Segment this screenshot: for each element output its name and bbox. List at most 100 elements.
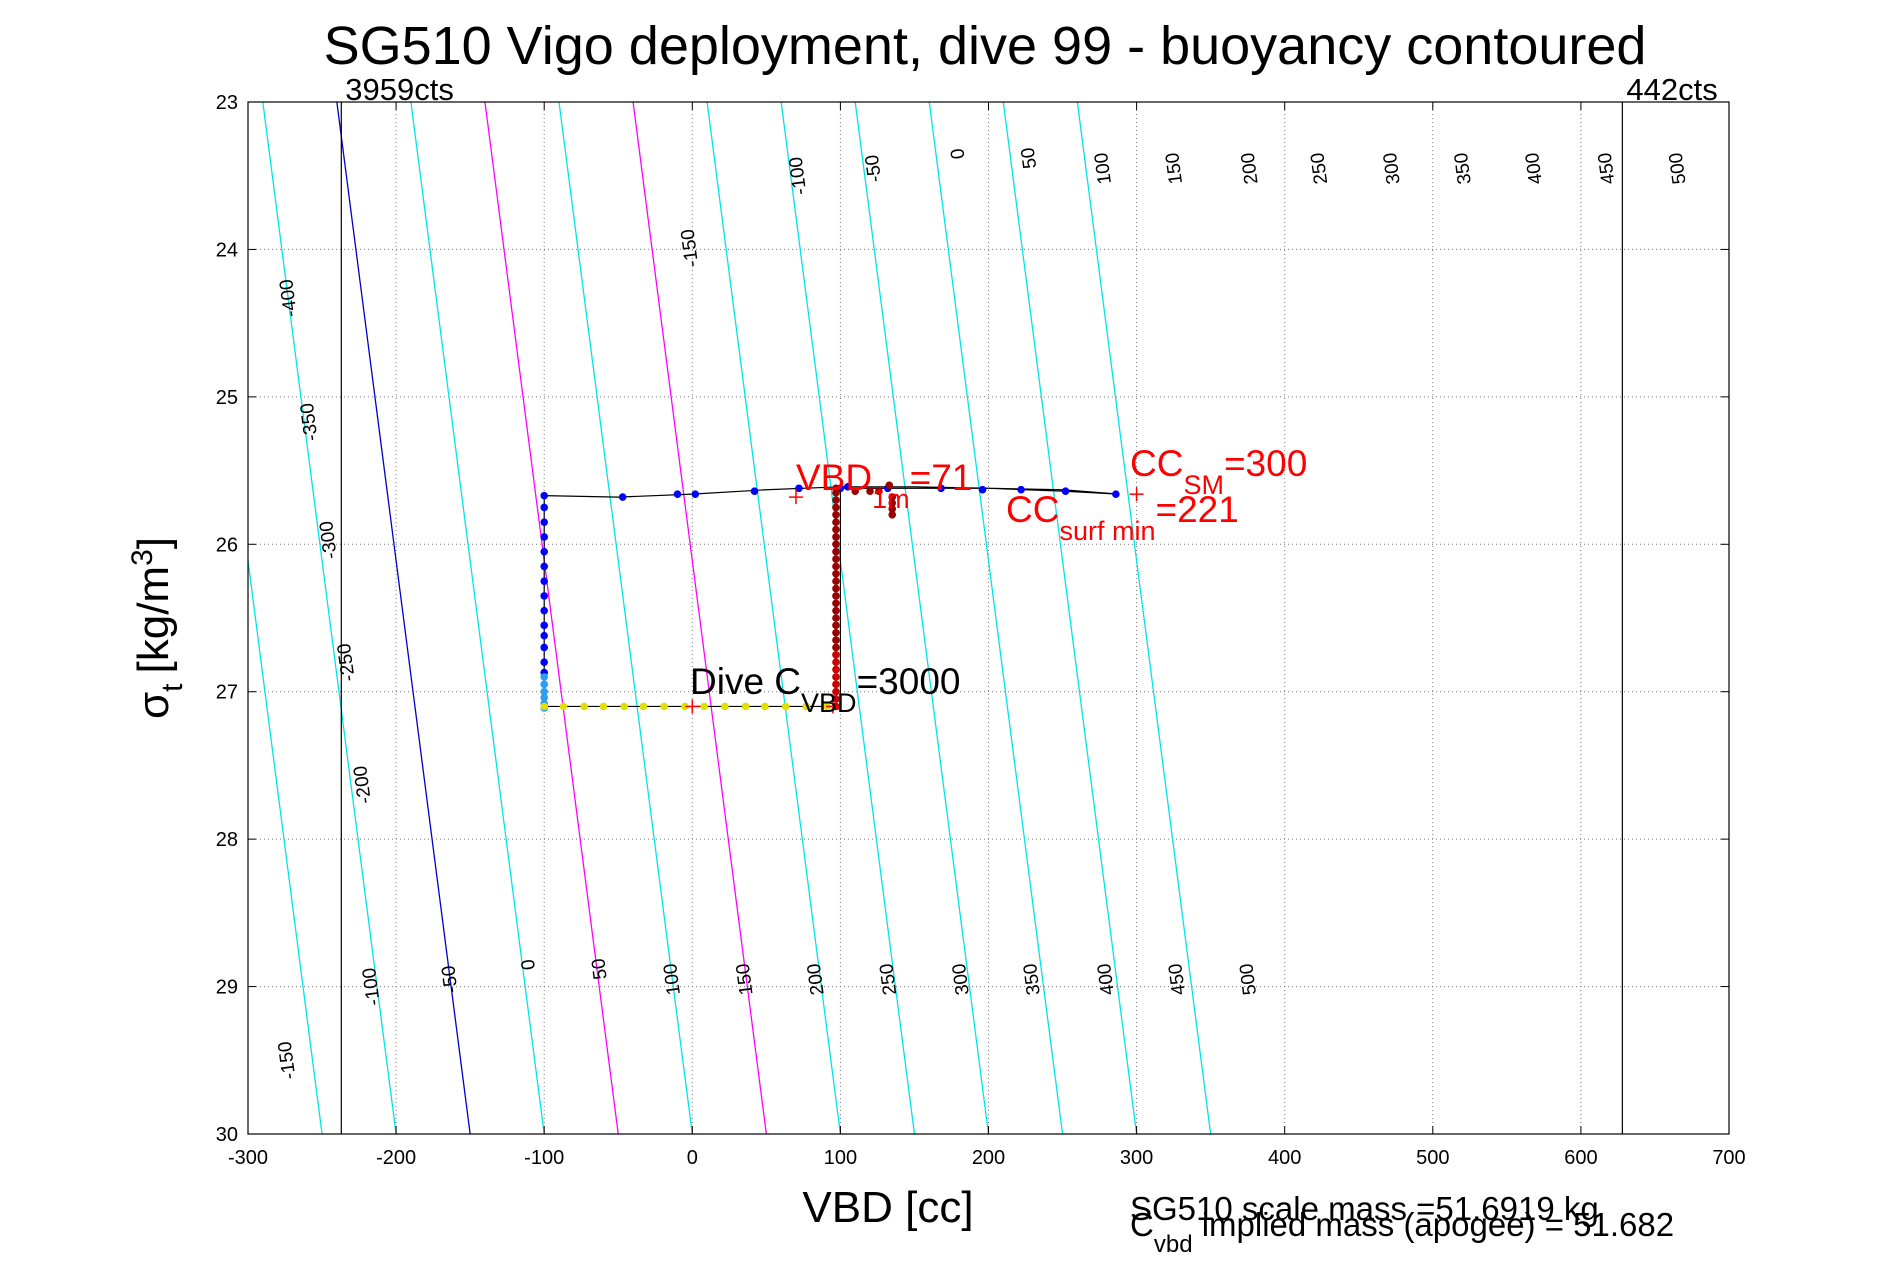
dive-point bbox=[832, 599, 840, 608]
dive-point bbox=[559, 702, 568, 711]
y-tick-label: 23 bbox=[216, 92, 238, 114]
count-limit-lines bbox=[340, 102, 1623, 1134]
dive-point bbox=[832, 525, 840, 534]
dive-point bbox=[832, 695, 840, 703]
grid bbox=[248, 102, 1729, 1134]
annotation-dive-cvbd: Dive CVBD=3000 bbox=[690, 661, 960, 718]
x-ticks: -300 -200 -100 0 100 200 300 400 500 600 700 bbox=[228, 102, 1746, 1169]
dive-point bbox=[1112, 490, 1120, 498]
contour-label: 300 bbox=[949, 962, 974, 996]
dive-point bbox=[832, 569, 840, 578]
annotation-cc-sm: CCSM=300 bbox=[1130, 443, 1307, 500]
dive-point bbox=[660, 702, 668, 711]
contour-line bbox=[1076, 102, 1212, 1134]
dive-point bbox=[832, 511, 840, 519]
dive-point bbox=[540, 680, 548, 689]
contour-label: -300 bbox=[316, 520, 342, 560]
contour-labels: -400 -350 -300 -250 -200 -150 -100 -50 0 50 100 150… bbox=[275, 146, 1691, 1080]
dive-point bbox=[1061, 487, 1070, 496]
dive-point bbox=[540, 547, 548, 556]
contour-label: 50 bbox=[1018, 146, 1042, 170]
dive-points bbox=[540, 481, 1120, 712]
dive-point bbox=[802, 702, 811, 711]
dive-point bbox=[832, 628, 840, 637]
y-tick-label: 24 bbox=[216, 239, 238, 261]
y-tick-label: 25 bbox=[216, 387, 238, 409]
contour-label: -150 bbox=[275, 1040, 301, 1080]
dive-point bbox=[885, 481, 894, 490]
contour-line bbox=[558, 102, 693, 1134]
y-label-unit-post: ] bbox=[129, 537, 178, 549]
dive-point bbox=[540, 658, 548, 667]
dive-point bbox=[639, 702, 648, 711]
dive-point bbox=[832, 533, 840, 541]
contour-line bbox=[248, 555, 323, 1134]
contour-label: 200 bbox=[1238, 151, 1263, 185]
annotation-vbd-main: VBD bbox=[796, 457, 872, 498]
dive-point bbox=[832, 562, 840, 571]
x-tick-label: -200 bbox=[376, 1147, 416, 1169]
svg-text:σt[kg/m3]: σt [kg/m3] bbox=[126, 537, 189, 719]
dive-point bbox=[781, 702, 790, 711]
x-tick-label: 200 bbox=[972, 1147, 1005, 1169]
contour-line bbox=[706, 102, 842, 1134]
annotation-vbd-value: =71 bbox=[910, 457, 973, 498]
dive-point bbox=[832, 636, 840, 644]
contour-label: 400 bbox=[1094, 962, 1119, 996]
dive-point bbox=[540, 503, 548, 512]
dive-point bbox=[832, 503, 840, 512]
annotation-cc-sm-sub: SM bbox=[1183, 470, 1224, 500]
annotation-cc-surf-main: CC bbox=[1006, 489, 1059, 530]
contour-line bbox=[632, 102, 767, 1134]
y-label-unit-pre: [kg/m bbox=[129, 566, 178, 674]
contour-label: -200 bbox=[350, 764, 376, 804]
contour-label: 100 bbox=[660, 962, 685, 996]
contour-line bbox=[262, 102, 397, 1134]
y-ticks: 23 24 25 26 27 28 29 30 bbox=[216, 92, 1729, 1146]
dive-point bbox=[795, 484, 803, 493]
contour-label: 100 bbox=[1091, 151, 1116, 185]
annotation-vbd: VBD1m=71 bbox=[796, 457, 972, 514]
dive-point bbox=[691, 490, 700, 498]
dive-point bbox=[540, 592, 548, 600]
dive-point bbox=[832, 687, 840, 696]
contour-label: 450 bbox=[1165, 962, 1190, 996]
contour-label: 500 bbox=[1666, 151, 1691, 185]
dive-point bbox=[978, 485, 987, 494]
y-tick-label: 29 bbox=[216, 977, 238, 999]
dive-point bbox=[721, 702, 729, 711]
contour-line bbox=[484, 102, 619, 1134]
count-label-right: 442cts bbox=[1626, 72, 1717, 107]
buoyancy-contours bbox=[248, 102, 1212, 1134]
annotation-cc-surf-value: =221 bbox=[1155, 489, 1238, 530]
dive-point bbox=[540, 702, 548, 711]
dive-point bbox=[540, 643, 548, 652]
x-tick-label: -300 bbox=[228, 1147, 268, 1169]
dive-point bbox=[540, 693, 548, 702]
y-tick-label: 30 bbox=[216, 1124, 238, 1146]
contour-label: 150 bbox=[1162, 151, 1187, 185]
contour-line bbox=[1002, 102, 1138, 1134]
y-tick-label: 27 bbox=[216, 682, 238, 704]
x-tick-label: 0 bbox=[687, 1147, 698, 1169]
chart-title: SG510 Vigo deployment, dive 99 - buoyanc… bbox=[324, 16, 1647, 76]
x-tick-label: 500 bbox=[1416, 1147, 1449, 1169]
dive-point bbox=[540, 533, 548, 541]
x-tick-label: 700 bbox=[1712, 1147, 1745, 1169]
dive-point bbox=[832, 484, 840, 493]
y-axis-label: σt [kg/m3] bbox=[126, 537, 189, 719]
x-tick-label: 100 bbox=[824, 1147, 857, 1169]
implied-mass-main: C bbox=[1130, 1206, 1154, 1243]
annotation-cc-sm-main: CC bbox=[1130, 443, 1183, 484]
annotation-vbd-sub: 1m bbox=[872, 484, 910, 514]
dive-point bbox=[618, 493, 627, 501]
contour-label: 350 bbox=[1020, 962, 1045, 996]
implied-mass-sub: vbd bbox=[1154, 1231, 1193, 1258]
contour-label: -50 bbox=[862, 153, 886, 183]
contour-line bbox=[854, 102, 990, 1134]
dive-point bbox=[832, 584, 840, 593]
dive-point bbox=[540, 687, 548, 696]
dive-point bbox=[832, 673, 840, 681]
dive-point bbox=[540, 577, 548, 585]
contour-label: -400 bbox=[276, 278, 302, 318]
